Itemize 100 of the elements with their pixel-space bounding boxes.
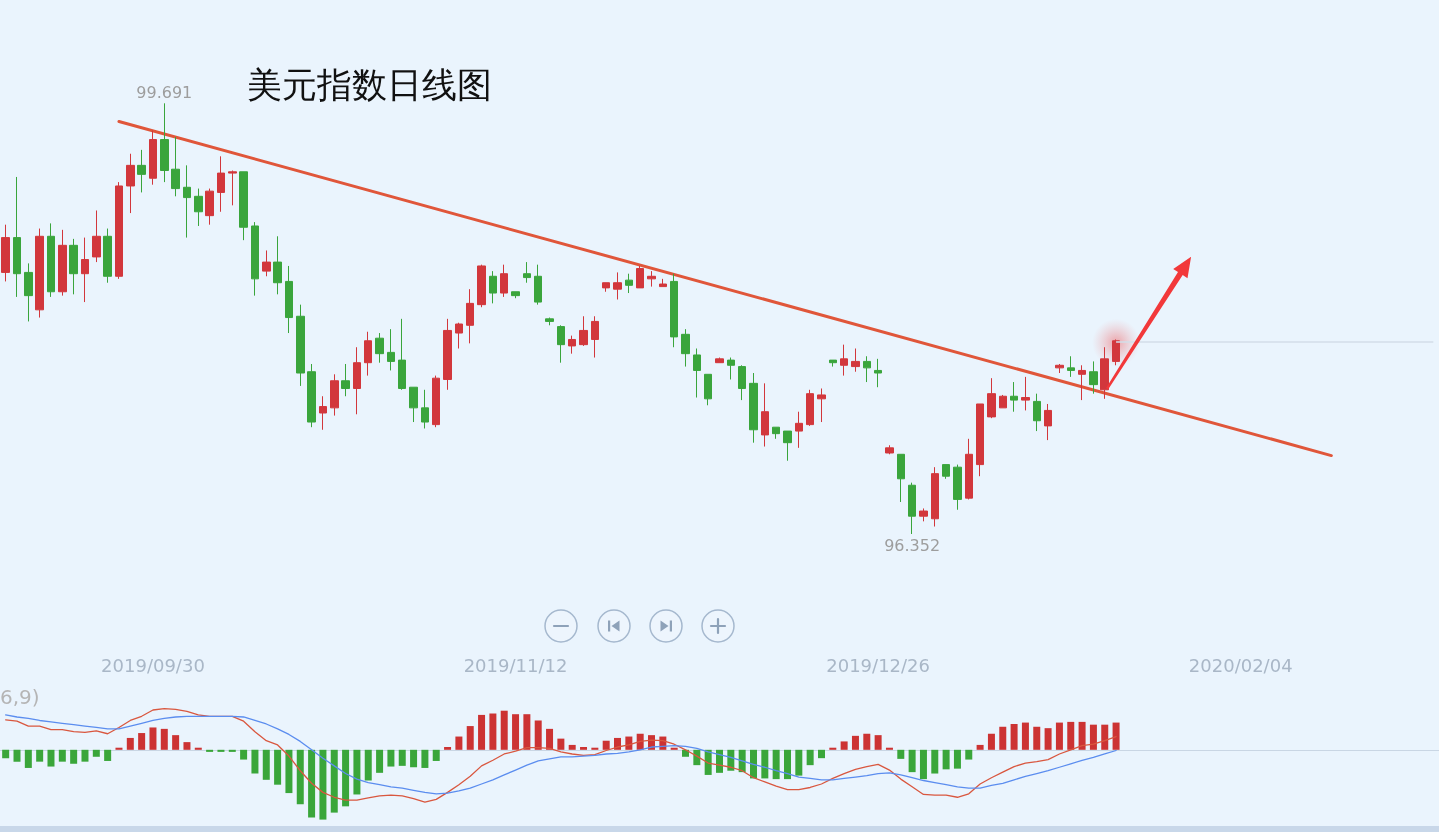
annotation: 96.352	[884, 535, 941, 555]
bar	[602, 740, 610, 750]
candlestick	[47, 222, 55, 298]
bar	[523, 714, 531, 750]
candlestick	[545, 317, 554, 326]
candlestick	[477, 264, 486, 308]
bar	[455, 736, 463, 750]
candlestick	[500, 264, 508, 298]
bar	[70, 749, 78, 764]
candlestick	[511, 291, 520, 299]
bar	[58, 749, 66, 762]
candlestick	[115, 181, 123, 280]
bar	[817, 749, 825, 759]
bar	[466, 726, 474, 750]
bar	[285, 749, 293, 794]
candlestick	[126, 153, 135, 214]
candlestick	[1010, 381, 1018, 413]
bar	[36, 749, 44, 762]
bar	[863, 733, 871, 750]
candlestick	[69, 238, 78, 295]
candlestick	[840, 344, 848, 377]
bar	[364, 749, 372, 781]
candlestick	[965, 438, 973, 500]
candlestick	[217, 155, 225, 213]
candlestick	[523, 261, 531, 284]
candlestick	[557, 324, 565, 364]
bar	[217, 749, 225, 752]
candlestick	[251, 221, 259, 297]
candlestick	[81, 237, 89, 303]
candlestick	[1055, 363, 1064, 374]
bar	[353, 749, 361, 795]
candlestick	[795, 411, 803, 449]
candlestick	[137, 149, 146, 193]
candlestick	[409, 386, 418, 423]
bar	[580, 747, 588, 750]
bar	[1089, 724, 1097, 750]
candlestick	[171, 136, 180, 197]
candlestick	[919, 507, 928, 522]
candlestick	[239, 171, 248, 241]
bar	[500, 710, 508, 750]
candlestick	[829, 359, 837, 368]
bar	[1033, 726, 1041, 750]
candlestick	[421, 389, 429, 429]
candlestick	[296, 304, 305, 387]
candlestick	[987, 377, 996, 419]
bar	[342, 749, 350, 807]
bar	[262, 749, 270, 780]
candlestick	[863, 355, 871, 383]
bar	[795, 749, 803, 776]
bar	[387, 749, 395, 767]
bar	[557, 738, 565, 750]
x-tick-label: 2019/12/26	[826, 654, 930, 676]
candlestick	[976, 403, 984, 477]
x-tick-label: 2019/11/12	[463, 654, 568, 676]
bar	[908, 749, 916, 773]
candlestick	[307, 363, 316, 428]
bar	[931, 749, 939, 774]
candlestick	[194, 188, 203, 227]
bar	[1067, 721, 1075, 750]
bar	[330, 749, 338, 813]
bar	[489, 713, 497, 750]
bar	[421, 749, 429, 768]
candlestick	[761, 382, 769, 448]
candlestick	[183, 164, 191, 239]
bar	[829, 747, 837, 750]
bar	[296, 749, 304, 805]
candlestick	[398, 318, 406, 391]
candlestick	[681, 328, 690, 368]
candlestick	[24, 262, 33, 322]
candlestick	[772, 426, 780, 440]
bar	[1101, 724, 1109, 750]
candlestick	[885, 444, 894, 455]
candlestick	[727, 357, 735, 380]
candlestick	[228, 170, 237, 206]
candlestick	[466, 288, 474, 344]
candlestick	[715, 357, 724, 364]
candlestick	[1112, 338, 1120, 366]
bar	[1010, 723, 1018, 750]
bar	[953, 749, 961, 769]
candlestick	[693, 348, 701, 399]
chart-title: 美元指数日线图	[247, 64, 492, 105]
bar	[160, 728, 168, 750]
candlestick	[806, 389, 814, 427]
candlestick	[749, 372, 758, 444]
bar	[398, 749, 406, 766]
candlestick	[568, 335, 576, 355]
bar	[183, 742, 191, 750]
bar	[104, 749, 112, 761]
candlestick	[285, 265, 293, 334]
candlestick	[262, 249, 271, 277]
candlestick	[353, 346, 361, 415]
x-tick-label: 2019/09/30	[101, 654, 205, 676]
bar	[568, 744, 576, 750]
candlestick	[874, 358, 882, 388]
candlestick	[432, 375, 440, 428]
bar	[172, 735, 180, 750]
bar	[92, 749, 100, 757]
bar	[13, 749, 21, 762]
bar	[478, 714, 486, 750]
x-tick-label: 2020/02/04	[1188, 654, 1293, 676]
